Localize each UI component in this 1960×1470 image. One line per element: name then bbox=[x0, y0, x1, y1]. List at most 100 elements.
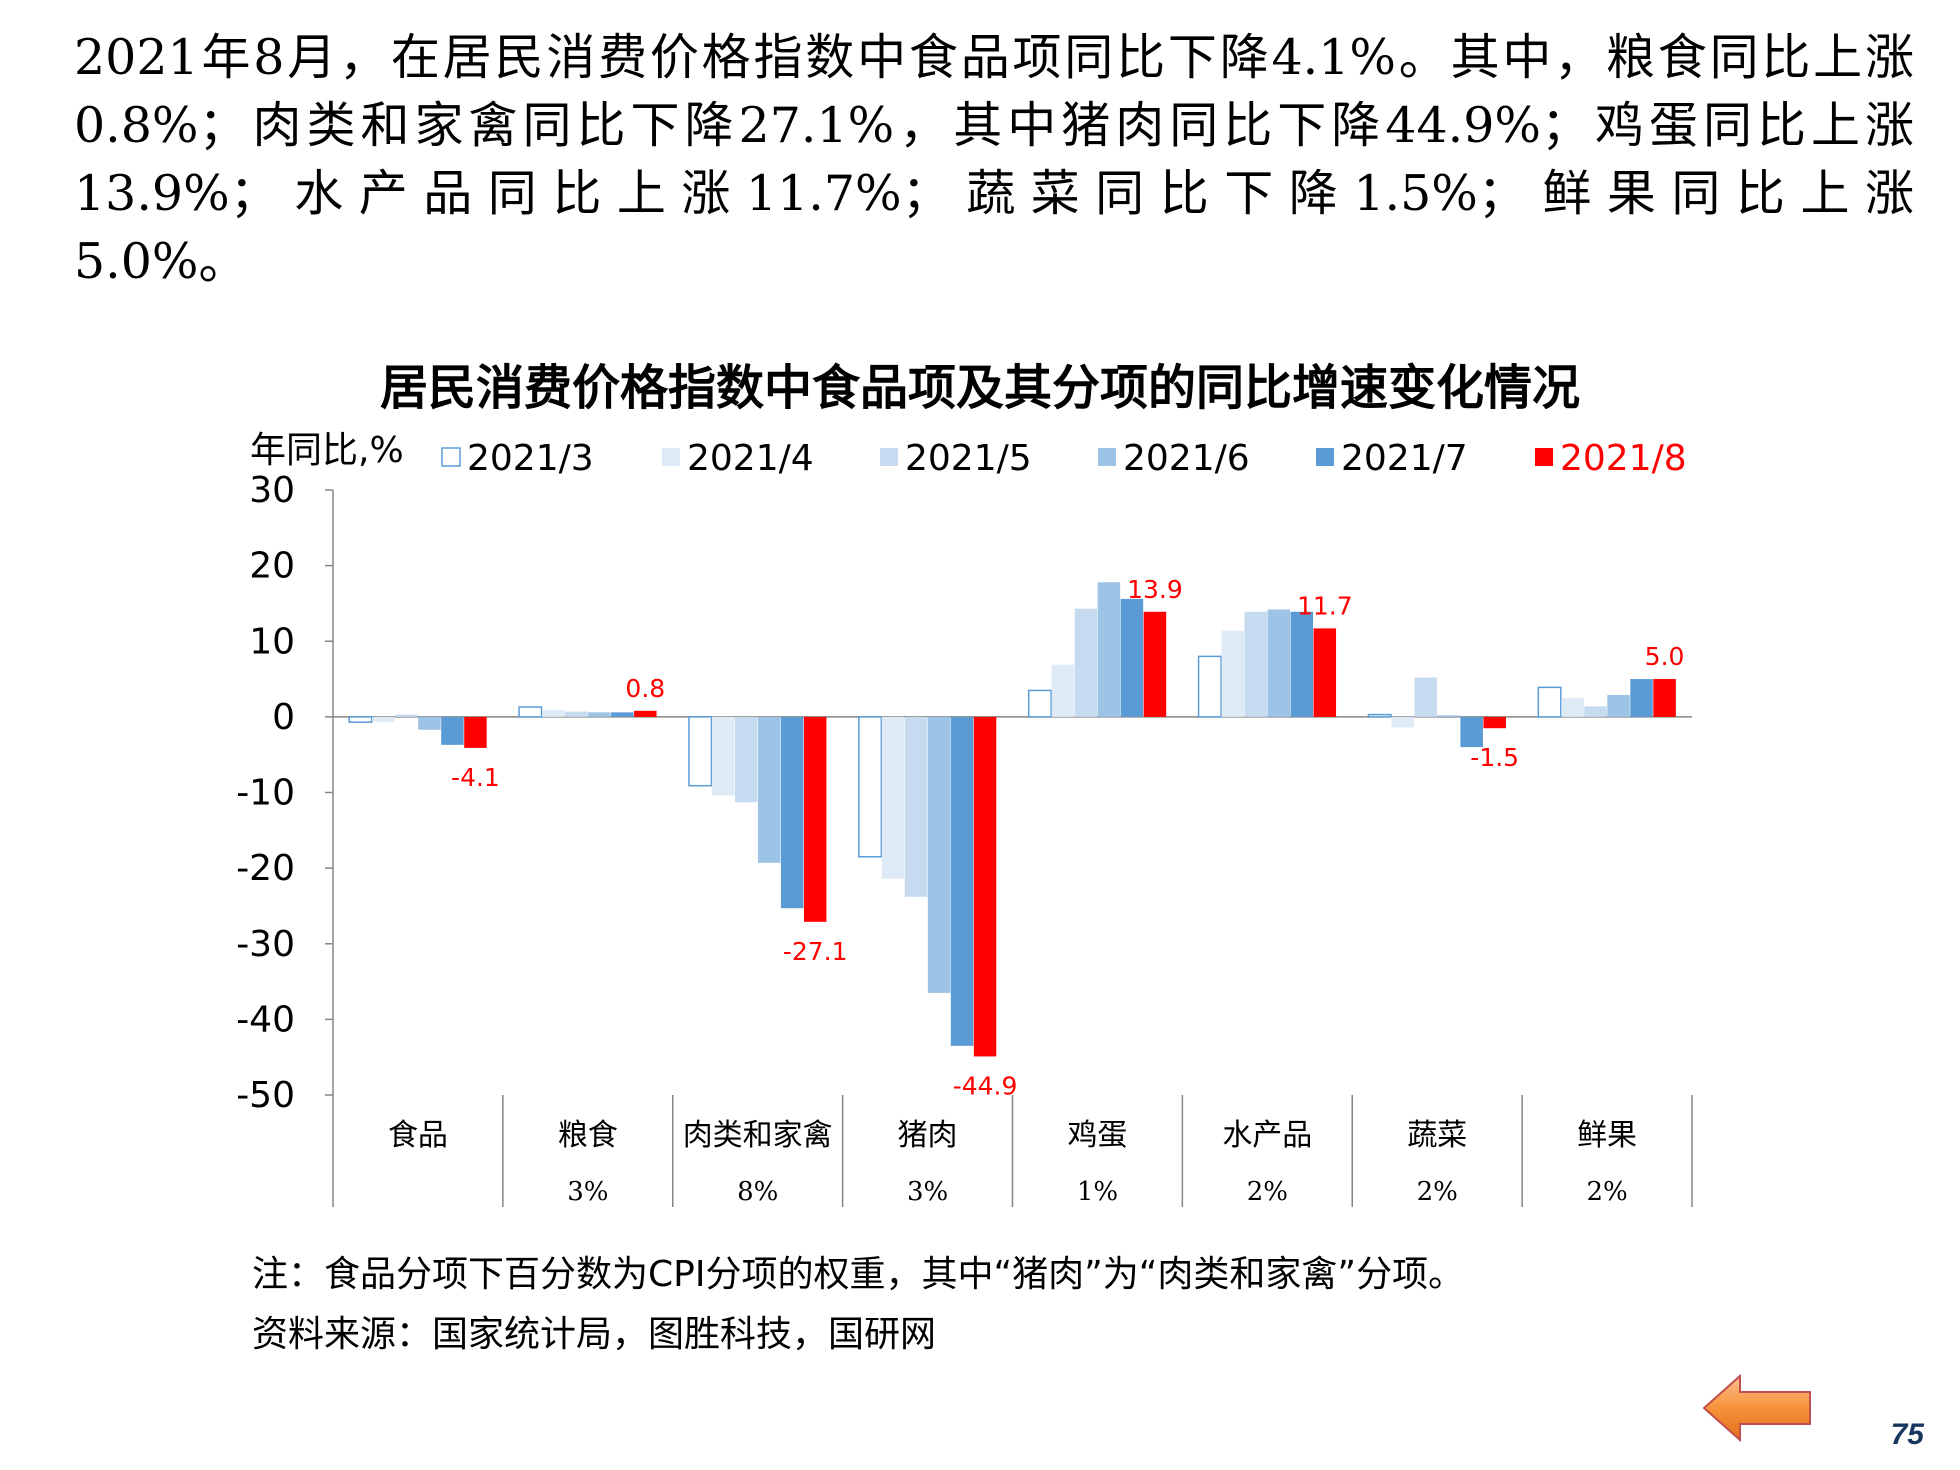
bar-2021/3-鸡蛋 bbox=[1027, 689, 1052, 718]
bar-2021/6-鸡蛋 bbox=[1097, 582, 1121, 717]
data-label: -27.1 bbox=[783, 937, 848, 966]
legend-label: 2021/7 bbox=[1341, 438, 1468, 479]
data-label: 5.0 bbox=[1645, 642, 1685, 671]
bar-2021/4-食品 bbox=[372, 716, 395, 723]
bar-2021/7-猪肉 bbox=[950, 716, 974, 1046]
category-label: 水产品 bbox=[1222, 1118, 1312, 1153]
bar-2021/3-肉类和家禽 bbox=[688, 716, 713, 787]
left-arrow-icon bbox=[1702, 1373, 1811, 1443]
bar-2021/7-粮食 bbox=[611, 712, 634, 717]
bar-2021/5-鸡蛋 bbox=[1074, 608, 1098, 717]
category-weight: 2% bbox=[1586, 1177, 1627, 1207]
page-number: 75 bbox=[1890, 1418, 1924, 1451]
y-tick-label: -30 bbox=[236, 924, 295, 965]
bar-2021/4-肉类和家禽 bbox=[711, 716, 735, 796]
y-tick-label: -20 bbox=[236, 848, 295, 889]
bar-2021/6-水产品 bbox=[1267, 609, 1291, 717]
bar-2021/8-鸡蛋 bbox=[1143, 611, 1167, 717]
category-label: 鲜果 bbox=[1577, 1118, 1637, 1153]
bar-2021/5-鲜果 bbox=[1584, 706, 1607, 717]
bar-2021/7-鲜果 bbox=[1630, 679, 1653, 717]
bar-chart: 30 20 10 0 -10 -20 -30 -40 -50 年同比,% -4.1 0.8 -27.1 -… bbox=[236, 430, 1693, 1207]
legend-swatch bbox=[1316, 448, 1334, 466]
category-weight: 2% bbox=[1417, 1177, 1458, 1207]
legend-swatch bbox=[1098, 448, 1116, 466]
y-tick-label: 0 bbox=[272, 697, 295, 738]
bar-2021/5-猪肉 bbox=[904, 716, 928, 897]
y-axis-label: 年同比,% bbox=[250, 430, 404, 471]
back-button[interactable] bbox=[1700, 1372, 1816, 1448]
bar-2021/6-猪肉 bbox=[927, 716, 951, 993]
data-label: -44.9 bbox=[953, 1071, 1018, 1100]
data-label: 0.8 bbox=[625, 674, 665, 703]
category-weight: 1% bbox=[1077, 1177, 1118, 1207]
intro-text: 2021年8月，在居民消费价格指数中食品项同比下降4.1%。其中，粮食同比上涨0… bbox=[74, 29, 1914, 222]
source-note: 资料来源：国家统计局，图胜科技，国研网 bbox=[252, 1314, 937, 1355]
bar-2021/8-鲜果 bbox=[1653, 679, 1676, 717]
data-label: 11.7 bbox=[1297, 591, 1353, 620]
y-tick-label: -40 bbox=[236, 999, 295, 1040]
bar-2021/5-蔬菜 bbox=[1414, 677, 1437, 717]
bar-2021/5-肉类和家禽 bbox=[734, 716, 758, 803]
category-weight: 3% bbox=[907, 1177, 948, 1207]
legend-swatch bbox=[1535, 448, 1553, 466]
bar-2021/3-蔬菜 bbox=[1367, 713, 1392, 718]
category-weight: 2% bbox=[1247, 1177, 1288, 1207]
legend-label: 2021/4 bbox=[687, 438, 814, 479]
y-tick-label: -50 bbox=[236, 1075, 295, 1116]
bar-2021/3-鲜果 bbox=[1537, 686, 1562, 718]
data-label: -4.1 bbox=[451, 763, 500, 792]
bar-2021/6-肉类和家禽 bbox=[757, 716, 781, 863]
bar-2021/3-猪肉 bbox=[858, 716, 883, 858]
y-tick-label: 20 bbox=[249, 546, 295, 587]
bar-2021/8-蔬菜 bbox=[1483, 716, 1506, 729]
bar-2021/8-粮食 bbox=[634, 710, 657, 717]
category-weight: 8% bbox=[737, 1177, 778, 1207]
data-label: 13.9 bbox=[1127, 575, 1183, 604]
bar-2021/8-肉类和家禽 bbox=[803, 716, 827, 922]
bar-2021/8-水产品 bbox=[1313, 628, 1337, 717]
legend-label: 2021/6 bbox=[1123, 438, 1250, 479]
bar-2021/8-猪肉 bbox=[973, 716, 997, 1057]
bar-2021/8-食品 bbox=[464, 716, 487, 748]
bar-2021/5-食品 bbox=[395, 714, 418, 717]
category-weight: 3% bbox=[567, 1177, 608, 1207]
category-label: 粮食 bbox=[558, 1118, 618, 1153]
bar-2021/4-鲜果 bbox=[1561, 697, 1584, 717]
bar-2021/7-肉类和家禽 bbox=[780, 716, 804, 909]
bar-2021/4-粮食 bbox=[542, 710, 565, 717]
y-tick-label: -10 bbox=[236, 773, 295, 814]
weight-note: 注：食品分项下百分数为CPI分项的权重，其中“猪肉”为“肉类和家禽”分项。 bbox=[252, 1254, 1465, 1295]
category-label: 蔬菜 bbox=[1407, 1118, 1467, 1153]
legend-swatch bbox=[662, 448, 680, 466]
category-label: 鸡蛋 bbox=[1067, 1118, 1127, 1153]
intro-paragraph: 2021年8月，在居民消费价格指数中食品项同比下降4.1%。其中，粮食同比上涨0… bbox=[74, 24, 1914, 296]
bar-2021/4-水产品 bbox=[1221, 630, 1245, 717]
bar-2021/3-粮食 bbox=[518, 706, 543, 718]
legend-swatch bbox=[880, 448, 898, 466]
bar-2021/7-食品 bbox=[441, 716, 464, 745]
legend-swatch bbox=[441, 447, 461, 467]
category-label: 肉类和家禽 bbox=[683, 1118, 833, 1153]
y-tick-label: 10 bbox=[249, 621, 295, 662]
intro-text-tail: 5.0%。 bbox=[74, 233, 248, 290]
bar-2021/4-蔬菜 bbox=[1391, 716, 1414, 728]
bar-2021/5-粮食 bbox=[565, 711, 588, 717]
bar-2021/6-食品 bbox=[418, 716, 441, 730]
bar-2021/4-猪肉 bbox=[881, 716, 905, 879]
data-label: -1.5 bbox=[1470, 743, 1519, 772]
bar-2021/7-水产品 bbox=[1290, 611, 1314, 717]
category-label: 食品 bbox=[388, 1118, 448, 1153]
bar-2021/5-水产品 bbox=[1244, 611, 1268, 717]
bar-2021/6-粮食 bbox=[588, 712, 611, 717]
bar-2021/4-鸡蛋 bbox=[1051, 664, 1075, 717]
bar-2021/3-水产品 bbox=[1197, 655, 1222, 718]
legend-label: 2021/3 bbox=[467, 438, 594, 479]
bar-2021/6-蔬菜 bbox=[1437, 715, 1460, 717]
category-label: 猪肉 bbox=[898, 1118, 958, 1153]
bar-2021/6-鲜果 bbox=[1607, 694, 1630, 717]
legend-label: 2021/5 bbox=[905, 438, 1032, 479]
chart-notes: 注：食品分项下百分数为CPI分项的权重，其中“猪肉”为“肉类和家禽”分项。 资料… bbox=[252, 1245, 1464, 1365]
bar-2021/7-蔬菜 bbox=[1460, 716, 1483, 748]
chart-title: 居民消费价格指数中食品项及其分项的同比增速变化情况 bbox=[379, 360, 1580, 416]
